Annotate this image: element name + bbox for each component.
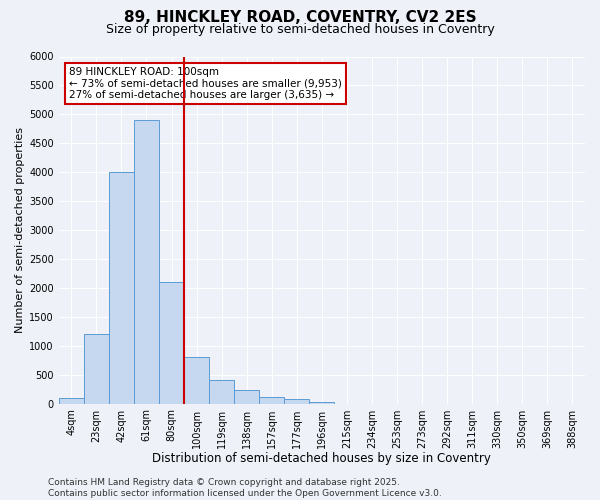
- Text: Size of property relative to semi-detached houses in Coventry: Size of property relative to semi-detach…: [106, 22, 494, 36]
- Bar: [310, 402, 334, 404]
- Bar: [209, 380, 234, 404]
- Text: 89, HINCKLEY ROAD, COVENTRY, CV2 2ES: 89, HINCKLEY ROAD, COVENTRY, CV2 2ES: [124, 10, 476, 25]
- Bar: [134, 120, 159, 404]
- Bar: [184, 358, 209, 404]
- Bar: [59, 398, 84, 404]
- Bar: [259, 396, 284, 404]
- Text: 89 HINCKLEY ROAD: 100sqm
← 73% of semi-detached houses are smaller (9,953)
27% o: 89 HINCKLEY ROAD: 100sqm ← 73% of semi-d…: [70, 67, 342, 100]
- Y-axis label: Number of semi-detached properties: Number of semi-detached properties: [15, 127, 25, 333]
- Text: Contains HM Land Registry data © Crown copyright and database right 2025.
Contai: Contains HM Land Registry data © Crown c…: [48, 478, 442, 498]
- Bar: [234, 390, 259, 404]
- Bar: [84, 334, 109, 404]
- Bar: [109, 172, 134, 404]
- X-axis label: Distribution of semi-detached houses by size in Coventry: Distribution of semi-detached houses by …: [152, 452, 491, 465]
- Bar: [159, 282, 184, 404]
- Bar: [284, 399, 310, 404]
